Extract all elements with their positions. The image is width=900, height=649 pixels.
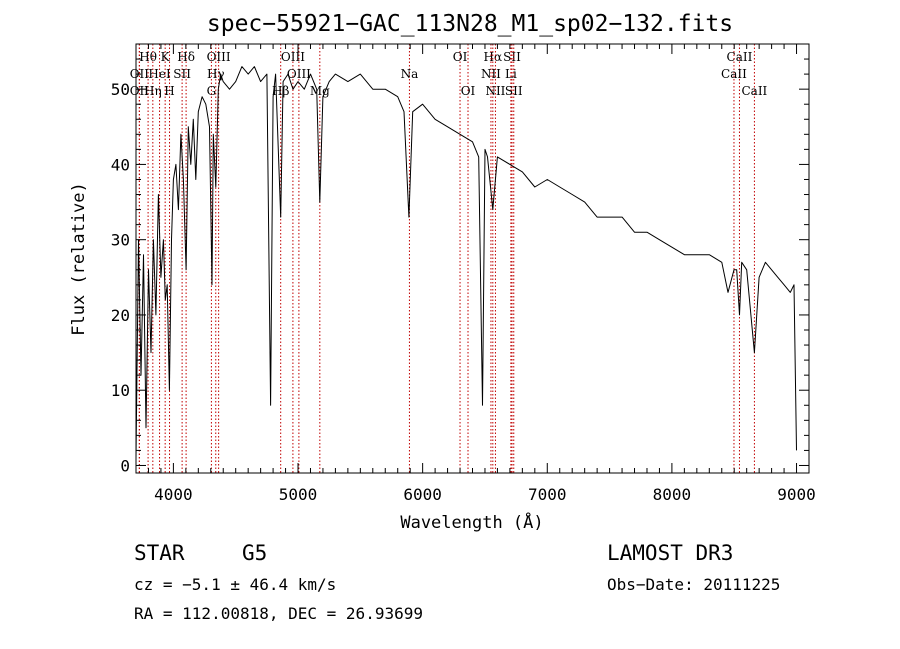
- y-axis-label: Flux (relative): [69, 182, 89, 336]
- observation-date: Obs−Date: 20111225: [607, 575, 780, 594]
- line-marker-label: Hθ: [139, 50, 157, 64]
- line-marker-label: Li: [505, 67, 517, 81]
- line-marker-label: K: [161, 50, 171, 64]
- x-tick-label: 5000: [279, 485, 318, 504]
- line-marker-label: CaII: [721, 67, 747, 81]
- axis-ticks: [135, 43, 810, 473]
- x-tick-label: 9000: [777, 485, 816, 504]
- line-marker-label: OIII: [287, 67, 311, 81]
- tick-labels: 4000 5000 6000 7000 8000 9000 0 10 20 30 40 50: [111, 80, 816, 504]
- redshift-value: cz = −5.1 ± 46.4 km/s: [134, 575, 336, 594]
- line-marker-label: Hα: [484, 50, 503, 64]
- line-marker-label: Hδ: [177, 50, 195, 64]
- spectrum-layer: [135, 66, 797, 458]
- line-marker-label: SII: [505, 84, 523, 98]
- y-tick-label: 40: [111, 155, 130, 174]
- object-class: STAR: [134, 541, 185, 565]
- x-tick-label: 6000: [403, 485, 442, 504]
- line-marker-label: CaII: [741, 84, 767, 98]
- y-tick-label: 50: [111, 80, 130, 99]
- x-tick-label: 4000: [154, 485, 193, 504]
- line-marker-label: H: [164, 84, 174, 98]
- x-tick-label: 8000: [653, 485, 692, 504]
- x-tick-label: 7000: [528, 485, 567, 504]
- x-axis-label: Wavelength (Å): [400, 511, 543, 533]
- line-marker-label: Mg: [310, 84, 330, 98]
- line-marker-label: SII: [503, 50, 521, 64]
- y-tick-label: 20: [111, 306, 130, 325]
- line-marker-label: OII: [130, 84, 150, 98]
- line-marker-layer: HθOIIOIIHeIHηKHSIIHδOIIIHγGOIIIOIIIHβMgN…: [130, 44, 768, 473]
- line-marker-label: Hη: [144, 84, 162, 98]
- y-tick-label: 30: [111, 231, 130, 250]
- y-tick-label: 0: [120, 456, 130, 475]
- plot-frame: [135, 43, 810, 474]
- coordinates: RA = 112.00818, DEC = 26.93699: [134, 604, 423, 623]
- line-marker-label: NII: [481, 67, 501, 81]
- y-tick-label: 10: [111, 381, 130, 400]
- line-marker-label: OI: [461, 84, 476, 98]
- line-marker-label: HeI: [148, 67, 171, 81]
- line-marker-label: SII: [173, 67, 191, 81]
- line-marker-label: Na: [401, 67, 419, 81]
- line-marker-label: OIII: [207, 50, 231, 64]
- object-subclass: G5: [242, 541, 267, 565]
- line-marker-label: OI: [453, 50, 468, 64]
- line-marker-label: G: [207, 84, 217, 98]
- line-marker-label: NII: [485, 84, 505, 98]
- spectrum-line: [135, 66, 797, 458]
- line-marker-label: OIII: [281, 50, 305, 64]
- chart-title: spec−55921−GAC_113N28_M1_sp02−132.fits: [207, 11, 733, 37]
- line-marker-label: CaII: [727, 50, 753, 64]
- survey-name: LAMOST DR3: [607, 541, 733, 565]
